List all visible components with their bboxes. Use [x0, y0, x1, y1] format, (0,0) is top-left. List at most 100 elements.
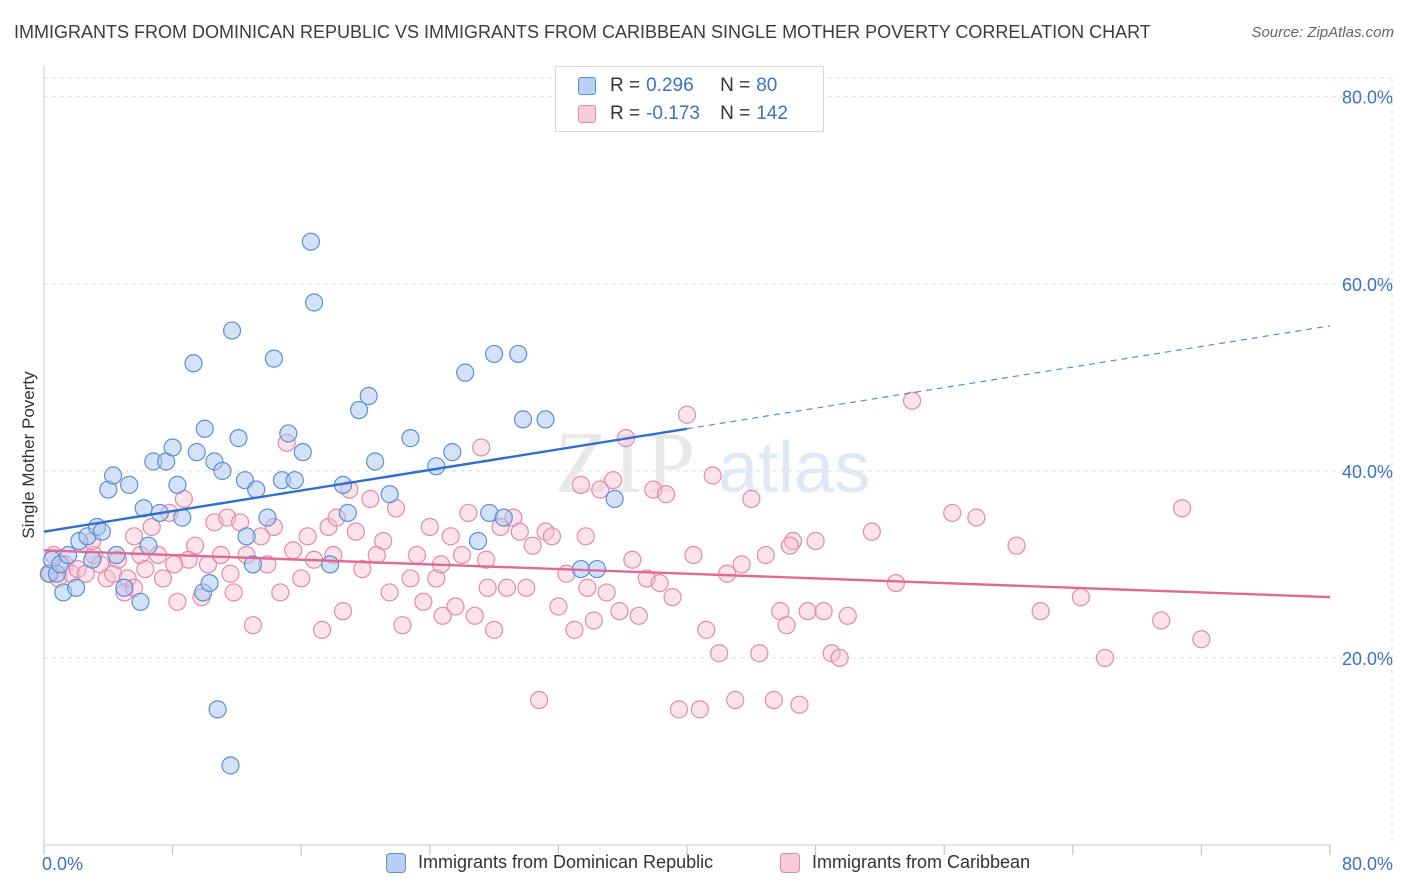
legend-n-label: N = [720, 103, 751, 124]
caribbean-point [549, 597, 568, 616]
caribbean-point [427, 569, 446, 588]
caribbean-point [603, 471, 623, 490]
caribbean-point [1152, 611, 1171, 630]
dominican-points [39, 232, 624, 775]
dominican-trend-line [43, 427, 688, 533]
dominican-point [427, 457, 446, 476]
series-legend: Immigrants from Dominican Republic Immig… [0, 852, 1406, 878]
caribbean-point [517, 578, 536, 597]
dominican-point [366, 452, 385, 471]
caribbean-point [420, 517, 439, 537]
caribbean-point [838, 606, 857, 625]
caribbean-point [414, 592, 433, 611]
dominican-point [304, 293, 324, 312]
caribbean-points [41, 391, 1211, 719]
caribbean-point [523, 536, 542, 555]
dominican-point [279, 424, 298, 443]
legend-r-value: 0.296 [646, 75, 694, 96]
series-legend-swatch-pink [780, 852, 800, 873]
caribbean-point [597, 583, 616, 602]
caribbean-point [186, 536, 205, 555]
caribbean-point [441, 527, 460, 546]
legend-r-value: -0.173 [646, 103, 700, 124]
dominican-point [380, 485, 399, 504]
dominican-point [293, 443, 312, 462]
dominican-trend-extension [686, 325, 1331, 430]
correlation-legend: R = 0.296 N = 80 R = -0.173 N = 142 [555, 66, 824, 132]
caribbean-point [104, 564, 123, 583]
caribbean-point [697, 620, 716, 639]
legend-swatch-blue [578, 77, 596, 95]
dominican-point [258, 508, 277, 527]
caribbean-point [886, 573, 906, 593]
dominican-point [509, 344, 528, 364]
caribbean-point [485, 620, 504, 639]
caribbean-point [780, 536, 799, 555]
dominican-point [168, 475, 187, 494]
dominican-point [247, 480, 266, 499]
dominican-point [83, 550, 102, 569]
dominican-point [221, 756, 240, 775]
caribbean-point [472, 438, 491, 457]
caribbean-point [530, 690, 549, 710]
caribbean-point [346, 522, 365, 541]
caribbean-point [510, 522, 529, 541]
caribbean-point [669, 700, 689, 719]
y-tick-label: 80.0% [1342, 88, 1393, 108]
caribbean-point [610, 602, 629, 621]
dominican-point [184, 354, 203, 373]
dominican-point [208, 700, 227, 719]
caribbean-point [407, 545, 427, 565]
caribbean-point [764, 690, 783, 710]
caribbean-point [168, 592, 187, 611]
caribbean-point [542, 527, 562, 546]
caribbean-point [830, 648, 849, 668]
caribbean-point [576, 527, 595, 546]
caribbean-point [153, 569, 173, 588]
caribbean-point [1007, 536, 1026, 555]
dominican-point [359, 386, 378, 406]
caribbean-point [703, 466, 722, 485]
caribbean-point [298, 527, 317, 546]
dominican-point [59, 545, 78, 565]
dominican-point [494, 508, 513, 527]
legend-n-value: 80 [756, 75, 778, 96]
caribbean-point [459, 503, 478, 523]
caribbean-point [677, 405, 697, 424]
dominican-point [513, 410, 533, 429]
caribbean-point [136, 559, 155, 579]
caribbean-point [710, 644, 729, 663]
dominican-point [264, 349, 283, 368]
dominican-point [443, 443, 462, 462]
caribbean-point [224, 583, 243, 602]
watermark: ZIP atlas [555, 415, 870, 512]
dominican-point [139, 536, 158, 555]
dominican-point [237, 527, 256, 546]
caribbean-point [433, 606, 452, 625]
series-legend-swatch-blue [386, 852, 406, 873]
caribbean-point [353, 559, 372, 579]
caribbean-point [465, 606, 484, 625]
caribbean-point [1173, 499, 1192, 518]
caribbean-point [401, 569, 420, 588]
caribbean-point [393, 616, 412, 635]
caribbean-point [1071, 588, 1090, 607]
caribbean-point [565, 620, 584, 639]
caribbean-point [814, 602, 833, 621]
dominican-point [120, 475, 139, 494]
caribbean-point [742, 489, 761, 509]
caribbean-point [623, 550, 642, 569]
dominican-point [229, 429, 248, 448]
caribbean-trend-line [43, 549, 1331, 599]
caribbean-point [452, 545, 472, 565]
dominican-point [349, 400, 369, 420]
axis-layer [43, 66, 1331, 855]
caribbean-point [380, 583, 399, 602]
caribbean-point [312, 620, 332, 639]
legend-row-dominican: R = 0.296 N = 80 [578, 73, 777, 99]
caribbean-point [690, 700, 709, 719]
series-legend-dominican: Immigrants from Dominican Republic [386, 852, 713, 873]
watermark-atlas: atlas [718, 428, 870, 508]
dominican-point [200, 573, 219, 593]
dominican-point [485, 344, 504, 364]
